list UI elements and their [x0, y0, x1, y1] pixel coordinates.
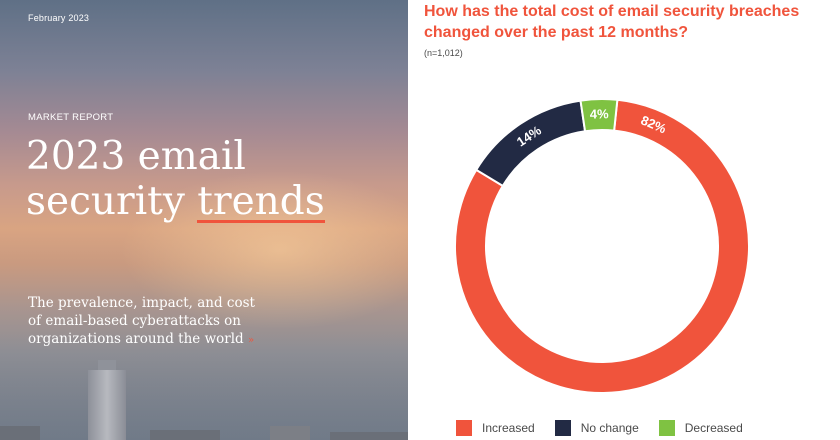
sunset-glow	[120, 170, 408, 330]
donut-value-label: 4%	[590, 106, 610, 121]
legend-swatch	[456, 420, 472, 436]
legend-swatch	[658, 420, 675, 436]
skyline-building	[330, 432, 408, 440]
skyline-building	[0, 426, 40, 440]
headline-line-1: 2023 email	[26, 134, 246, 179]
chart-sample-size: (n=1,012)	[424, 48, 463, 58]
legend-label: Increased	[482, 421, 535, 435]
skyline-building	[150, 430, 220, 440]
chart-legend: Increased No change Decreased	[456, 418, 763, 438]
report-date: February 2023	[28, 13, 90, 23]
legend-swatch	[554, 420, 571, 436]
legend-item: No change	[554, 420, 639, 436]
city-haze	[0, 330, 408, 440]
report-headline: 2023 email security trends	[26, 134, 325, 224]
legend-label: No change	[580, 421, 639, 435]
legend-label: Decreased	[684, 421, 743, 435]
donut-chart: 82%14%4%	[454, 98, 750, 394]
report-kicker: MARKET REPORT	[28, 112, 114, 123]
tagline-arrow-icon: »	[247, 335, 255, 346]
report-cover: February 2023 MARKET REPORT 2023 email s…	[0, 0, 408, 440]
report-tagline: The prevalence, impact, and cost of emai…	[28, 294, 258, 350]
tagline-text: The prevalence, impact, and cost of emai…	[28, 295, 255, 347]
donut-slice-decreased	[579, 98, 619, 133]
legend-item: Increased	[456, 420, 535, 436]
skyline-tower	[88, 360, 126, 440]
headline-line-2a: security	[26, 179, 198, 224]
skyline-building	[270, 426, 310, 440]
headline-accent-word: trends	[197, 179, 325, 224]
chart-title: How has the total cost of email security…	[424, 3, 800, 41]
donut-slice-increased	[454, 98, 750, 394]
legend-item: Decreased	[658, 420, 743, 436]
